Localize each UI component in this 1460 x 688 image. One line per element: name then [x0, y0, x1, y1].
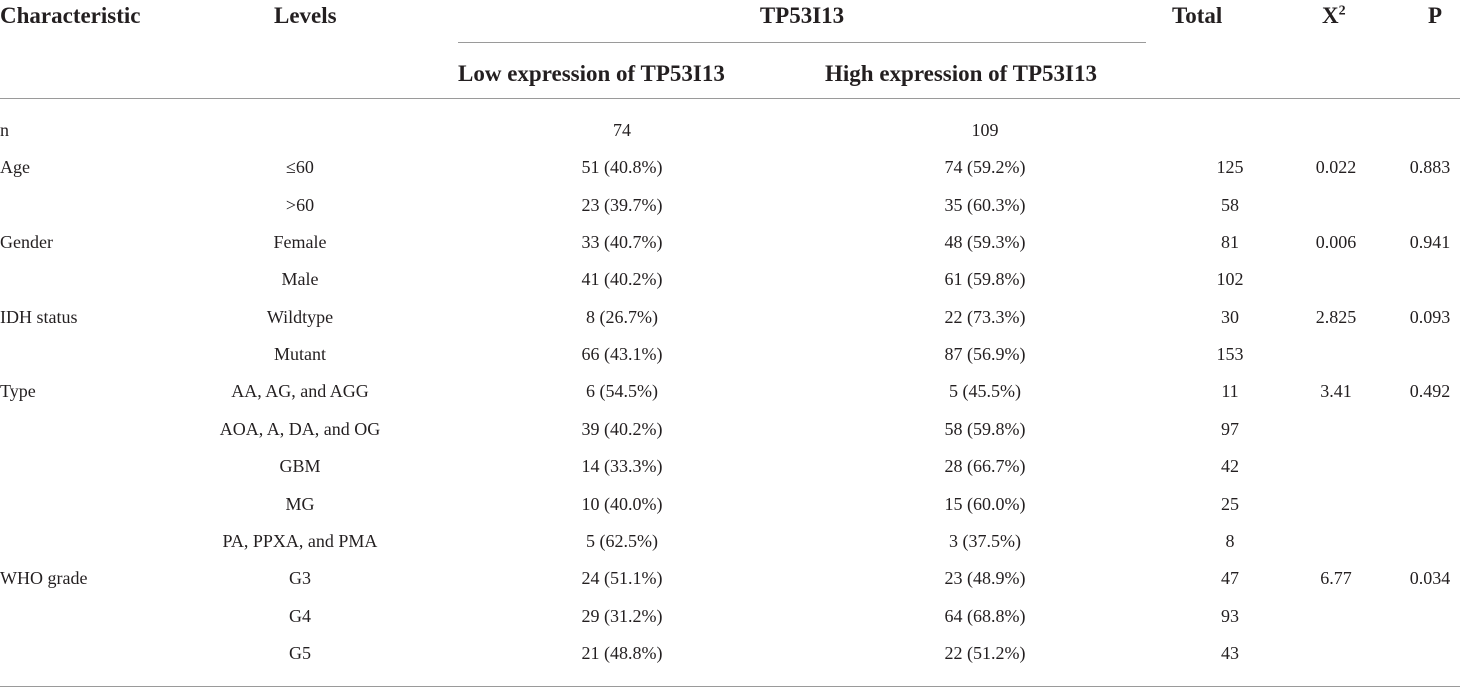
header-levels: Levels [274, 3, 337, 28]
chi-superscript: 2 [1338, 3, 1346, 19]
header-total: Total [1172, 3, 1223, 28]
group-rule [458, 42, 1146, 43]
cell-chi-square: 2.825 [1315, 307, 1357, 327]
cell-low-expression: 8 (26.7%) [586, 307, 658, 327]
cell-level: Wildtype [266, 307, 334, 327]
cell-high-expression: 28 (66.7%) [944, 456, 1026, 476]
cell-total: 81 [1221, 232, 1239, 252]
header-tp53i13-group: TP53I13 [759, 3, 845, 28]
cell-total: 58 [1221, 195, 1239, 215]
cell-high-expression: 22 (73.3%) [944, 307, 1026, 327]
cell-low-expression: 14 (33.3%) [581, 456, 663, 476]
cell-characteristic: Type [0, 381, 36, 401]
header-characteristic: Characteristic [0, 3, 141, 28]
cell-total: 153 [1216, 344, 1244, 364]
cell-level: Mutant [274, 344, 326, 364]
cell-total: 47 [1221, 568, 1239, 588]
cell-high-expression: 87 (56.9%) [944, 344, 1026, 364]
cell-low-expression: 51 (40.8%) [581, 157, 663, 177]
header-low-expression: Low expression of TP53I13 [458, 61, 725, 86]
cell-high-expression: 48 (59.3%) [944, 232, 1026, 252]
cell-low-expression: 5 (62.5%) [586, 531, 658, 551]
cell-high-expression: 15 (60.0%) [944, 494, 1026, 514]
cell-total: 97 [1221, 419, 1239, 439]
cell-total: 42 [1221, 456, 1239, 476]
table-bottom-rule [0, 686, 1460, 687]
cell-level: MG [285, 494, 315, 514]
cell-low-expression: 39 (40.2%) [581, 419, 663, 439]
cell-level: GBM [279, 456, 321, 476]
cell-total: 30 [1221, 307, 1239, 327]
cell-level: G4 [289, 606, 311, 626]
cell-low-expression: 66 (43.1%) [581, 344, 663, 364]
cell-chi-square: 0.022 [1315, 157, 1357, 177]
cell-chi-square: 6.77 [1320, 568, 1352, 588]
cell-characteristic: n [0, 120, 9, 140]
cell-high-expression: 3 (37.5%) [949, 531, 1021, 551]
cell-characteristic: Gender [0, 232, 53, 252]
cell-low-expression: 23 (39.7%) [581, 195, 663, 215]
cell-characteristic: WHO grade [0, 568, 88, 588]
cell-level: G3 [289, 568, 311, 588]
cell-low-expression: 29 (31.2%) [581, 606, 663, 626]
cell-low-expression: 10 (40.0%) [581, 494, 663, 514]
cell-chi-square: 3.41 [1320, 381, 1352, 401]
cell-level: ≤60 [286, 157, 314, 177]
cell-level: G5 [289, 643, 311, 663]
cell-high-expression: 64 (68.8%) [944, 606, 1026, 626]
cell-low-expression: 24 (51.1%) [581, 568, 663, 588]
cell-low-expression: 6 (54.5%) [586, 381, 658, 401]
cell-total: 125 [1216, 157, 1244, 177]
cell-total: 8 [1225, 531, 1235, 551]
cell-low-expression: 41 (40.2%) [581, 269, 663, 289]
cell-characteristic: Age [0, 157, 30, 177]
cell-characteristic: IDH status [0, 307, 78, 327]
cell-level: >60 [285, 195, 315, 215]
cell-high-expression: 23 (48.9%) [944, 568, 1026, 588]
cell-level: AA, AG, and AGG [231, 381, 369, 401]
cell-p-value: 0.492 [1409, 381, 1451, 401]
cell-low-expression: 33 (40.7%) [581, 232, 663, 252]
cell-level: Male [281, 269, 319, 289]
header-high-expression: High expression of TP53I13 [825, 61, 1097, 86]
cell-chi-square: 0.006 [1315, 232, 1357, 252]
cell-high-expression: 61 (59.8%) [944, 269, 1026, 289]
cell-total: 25 [1221, 494, 1239, 514]
chi-symbol: X [1322, 3, 1339, 28]
cell-p-value: 0.034 [1409, 568, 1451, 588]
cell-high-expression: 35 (60.3%) [944, 195, 1026, 215]
cell-level: PA, PPXA, and PMA [222, 531, 378, 551]
cell-p-value: 0.883 [1409, 157, 1451, 177]
cell-low-expression: 74 [613, 120, 631, 140]
cell-high-expression: 5 (45.5%) [949, 381, 1021, 401]
cell-total: 93 [1221, 606, 1239, 626]
header-chi-square: X2 [1322, 2, 1346, 30]
cell-high-expression: 74 (59.2%) [944, 157, 1026, 177]
cell-total: 102 [1216, 269, 1244, 289]
cell-total: 11 [1221, 381, 1239, 401]
cell-high-expression: 58 (59.8%) [944, 419, 1026, 439]
header-p: P [1428, 3, 1443, 28]
cell-high-expression: 22 (51.2%) [944, 643, 1026, 663]
cell-level: AOA, A, DA, and OG [219, 419, 381, 439]
header-bottom-rule [0, 98, 1460, 99]
cell-high-expression: 109 [971, 120, 999, 140]
cell-p-value: 0.093 [1409, 307, 1451, 327]
cell-level: Female [273, 232, 327, 252]
cell-low-expression: 21 (48.8%) [581, 643, 663, 663]
cell-p-value: 0.941 [1409, 232, 1451, 252]
cell-total: 43 [1221, 643, 1239, 663]
